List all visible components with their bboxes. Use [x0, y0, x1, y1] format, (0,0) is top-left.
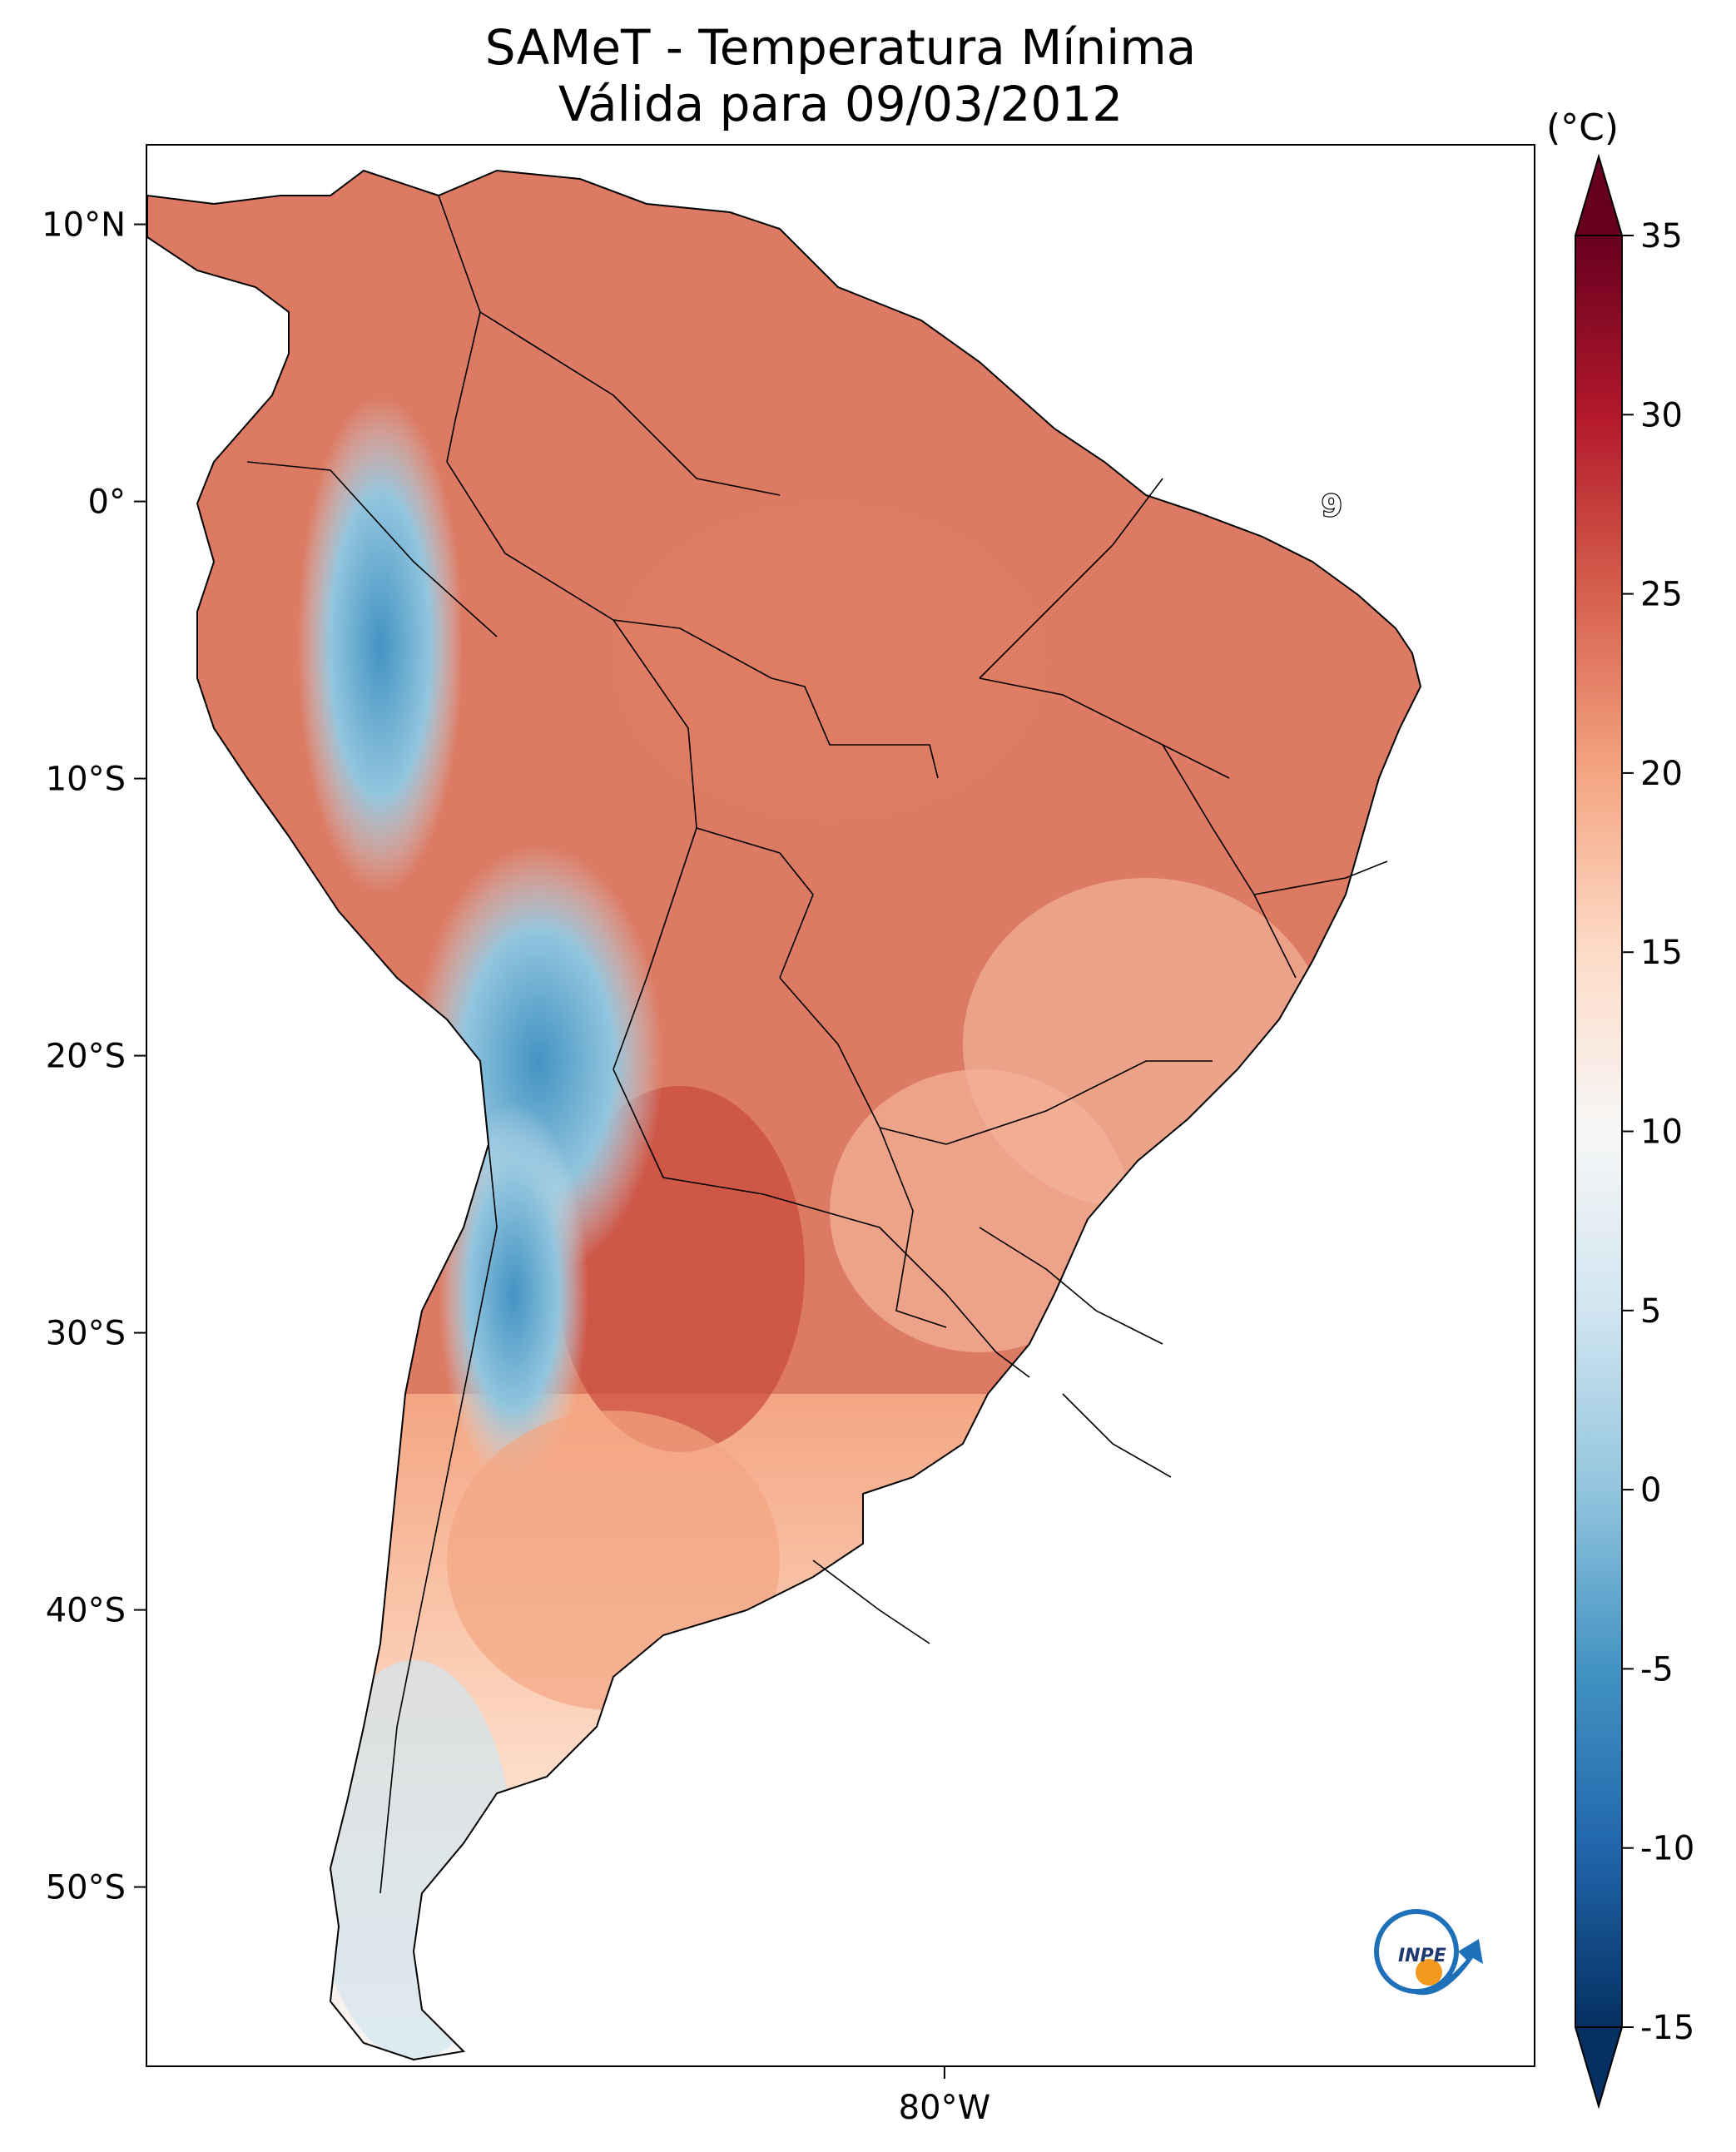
colorbar-tick-label: 10: [1640, 1113, 1683, 1152]
lat-tick-label: 40°S: [46, 1592, 126, 1630]
colorbar-min-arrow: [1574, 2026, 1624, 2110]
colorbar-tick-label: -5: [1640, 1650, 1674, 1688]
colorbar-tick-label: 15: [1640, 934, 1683, 972]
lat-tick-label: 20°S: [46, 1038, 126, 1076]
colorbar-tick-label: 30: [1640, 396, 1683, 434]
station-values-layer: 1999232224242423242123232323252221222422…: [1321, 488, 1343, 524]
colorbar-tick-label: 20: [1640, 755, 1683, 793]
latitude-axis: 10°N 0° 10°S 20°S 30°S 40°S 50°S: [42, 206, 146, 1907]
colorbar-unit: (°C): [1546, 107, 1619, 149]
map-panel: 1999232224242423242123232323252221222422…: [146, 144, 1535, 2067]
longitude-axis: 80°W70°W60°W50°W40°W: [899, 2067, 990, 2127]
temperature-map: 1999232224242423242123232323252221222422…: [147, 170, 1483, 2060]
colorbar: 35 30 25 20 15 10 5 0 -5 -10 -15: [1574, 153, 1694, 2110]
lon-tick-label: 80°W: [899, 2089, 990, 2127]
land-shading: [147, 171, 1421, 2060]
colorbar-tick-label: 25: [1640, 576, 1683, 614]
country-borders: [246, 195, 1388, 1894]
colorbar-tick-label: -15: [1640, 2009, 1694, 2047]
colorbar-max-arrow: [1574, 153, 1624, 236]
colorbar-tick-label: 0: [1640, 1471, 1661, 1510]
station-value: 9: [1322, 489, 1342, 523]
logo-text: INPE: [1398, 1946, 1446, 1966]
colorbar-frame: [1575, 235, 1623, 2028]
lat-tick-label: 30°S: [46, 1315, 126, 1353]
chart-subtitle: Válida para 09/03/2012: [558, 76, 1123, 132]
colorbar-tick-label: 5: [1640, 1292, 1661, 1331]
inpe-logo: INPE: [1374, 1909, 1483, 1996]
lat-tick-label: 10°N: [42, 206, 126, 245]
lat-tick-label: 10°S: [46, 761, 126, 799]
colorbar-tick-label: -10: [1640, 1830, 1694, 1868]
colorbar-ramp: [1575, 236, 1622, 2027]
chart-title: SAMeT - Temperatura Mínima: [484, 19, 1197, 76]
lat-tick-label: 50°S: [46, 1869, 126, 1907]
lat-tick-label: 0°: [88, 483, 126, 522]
colorbar-tick-label: 35: [1640, 217, 1683, 255]
